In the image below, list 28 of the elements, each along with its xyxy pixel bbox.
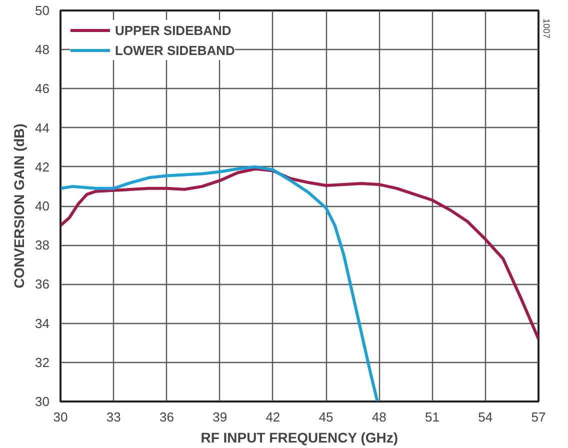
y-axis-title: CONVERSION GAIN (dB): [11, 124, 28, 288]
x-tick-label: 45: [318, 410, 334, 424]
y-tick-label: 30: [35, 394, 50, 409]
y-tick-label: 46: [35, 81, 50, 96]
x-tick-label: 39: [212, 410, 228, 424]
y-tick-label: 42: [35, 159, 50, 174]
x-tick-label: 48: [372, 410, 386, 424]
x-tick-label: 57: [531, 410, 546, 424]
x-axis-title: RF INPUT FREQUENCY (GHz): [200, 430, 398, 446]
line-series: [60, 167, 538, 340]
x-tick-label: 33: [106, 410, 121, 424]
x-tick-label: 36: [159, 410, 174, 424]
text: 1007: [542, 18, 552, 39]
y-tick-label: 50: [35, 3, 50, 18]
line-series: [60, 165, 379, 402]
x-tick-label: 42: [266, 410, 280, 424]
y-tick-label: 36: [35, 276, 50, 292]
y-tick-label: 44: [35, 120, 50, 136]
legend-label: LOWER SIDEBAND: [115, 42, 235, 58]
x-tick-label: 54: [478, 410, 493, 424]
y-tick-label: 40: [35, 198, 50, 214]
y-tick-label: 48: [35, 42, 50, 58]
y-tick-label: 32: [35, 354, 50, 370]
y-tick-label: 38: [35, 238, 50, 253]
y-tick-label: 34: [35, 316, 50, 331]
x-tick-label: 51: [425, 410, 440, 424]
x-tick-label: 30: [53, 410, 68, 424]
legend-label: UPPER SIDEBAND: [115, 22, 232, 38]
